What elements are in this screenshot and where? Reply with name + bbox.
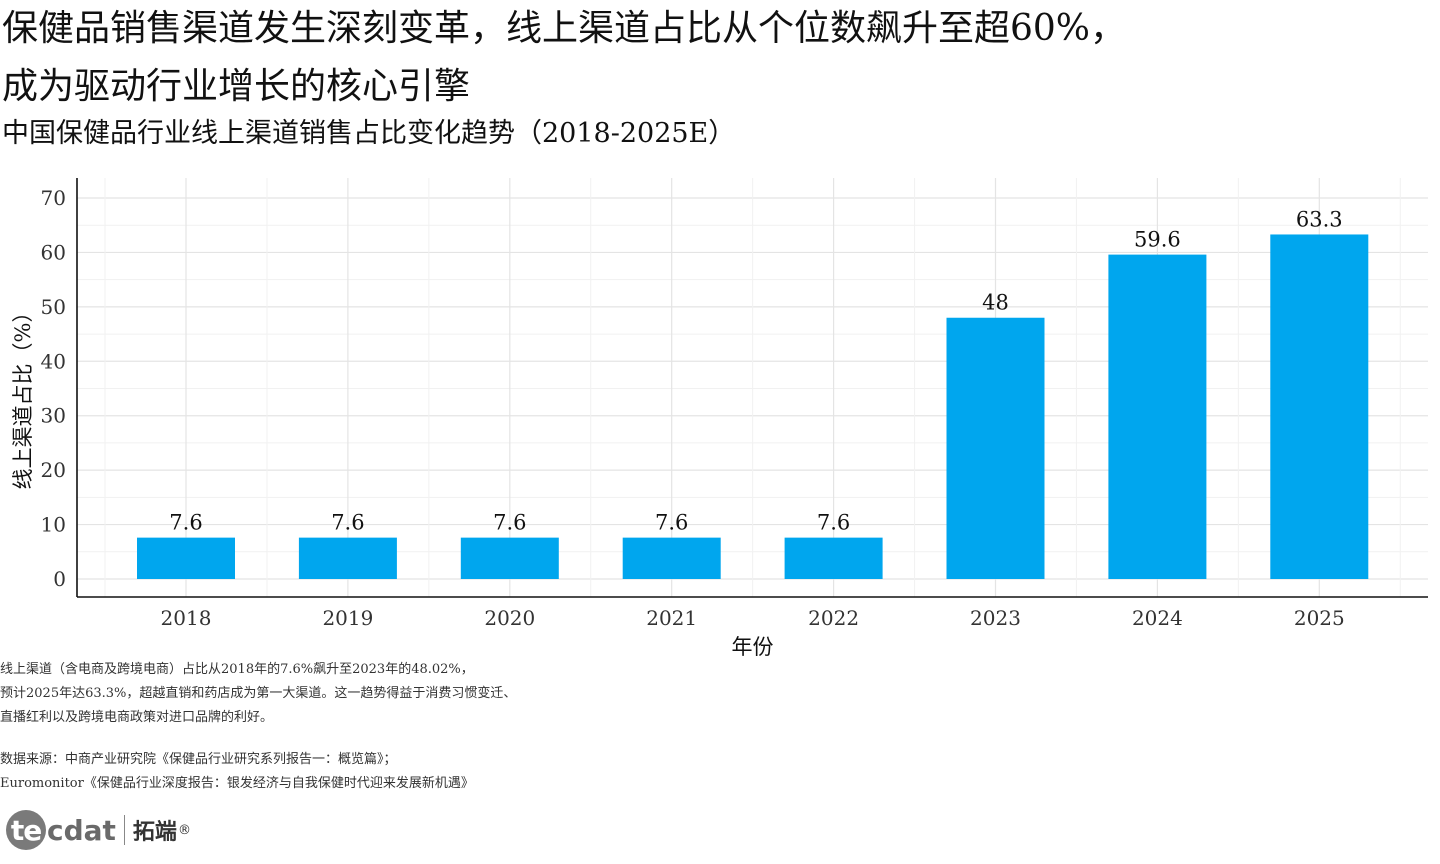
y-axis-title: 线上渠道占比（%） [11,302,35,490]
logo-divider [123,815,125,845]
data-label-2021: 7.6 [655,511,688,535]
y-tick-label: 30 [41,404,66,428]
bar-2024 [1108,254,1207,579]
x-tick-label: 2018 [161,606,212,630]
data-label-2023: 48 [982,291,1009,315]
brand-logo: te cdat 拓端 ® [6,808,191,852]
y-tick-label: 0 [53,567,66,591]
y-tick-label: 20 [41,458,66,482]
x-tick-label: 2024 [1132,606,1183,630]
data-label-2019: 7.6 [331,511,364,535]
chart-subtitle: 中国保健品行业线上渠道销售占比变化趋势（2018-2025E） [2,118,736,149]
bar-2023 [946,317,1045,579]
x-tick-label: 2025 [1294,606,1345,630]
y-tick-label: 70 [41,186,66,210]
y-tick-label: 40 [41,349,66,373]
bar-2020 [460,537,559,579]
y-tick-label: 50 [41,295,66,319]
bar-2021 [622,537,721,579]
title-line-1: 保健品销售渠道发生深刻变革，线上渠道占比从个位数飙升至超60%， [2,8,1127,49]
logo-circle: te [6,810,46,850]
logo-chinese-name: 拓端 [132,820,177,845]
bar-2018 [137,537,235,579]
data-label-2024: 59.6 [1134,228,1181,252]
data-label-2020: 7.6 [493,511,526,535]
data-label-2018: 7.6 [169,511,202,535]
logo-word: cdat [47,813,116,847]
x-tick-label: 2019 [322,606,373,630]
data-label-2025: 63.3 [1296,207,1343,231]
bar-2022 [784,537,883,579]
chart-note: 线上渠道（含电商及跨境电商）占比从2018年的7.6%飙升至2023年的48.0… [0,662,517,725]
bar-2025 [1270,234,1369,579]
chart-title: 保健品销售渠道发生深刻变革，线上渠道占比从个位数飙升至超60%， 成为驱动行业增… [2,0,1402,116]
bar-2019 [298,537,397,579]
x-tick-label: 2021 [646,606,697,630]
data-label-2022: 7.6 [817,511,850,535]
x-tick-label: 2023 [970,606,1021,630]
registered-mark: ® [177,822,191,838]
x-tick-label: 2020 [484,606,535,630]
data-source: 数据来源：中商产业研究院《保健品行业研究系列报告一：概览篇》； Euromoni… [0,752,474,791]
y-tick-label: 60 [41,240,66,264]
x-axis-title: 年份 [732,635,774,659]
y-tick-label: 10 [41,513,66,537]
title-line-2: 成为驱动行业增长的核心引擎 [2,66,471,107]
x-tick-label: 2022 [808,606,859,630]
